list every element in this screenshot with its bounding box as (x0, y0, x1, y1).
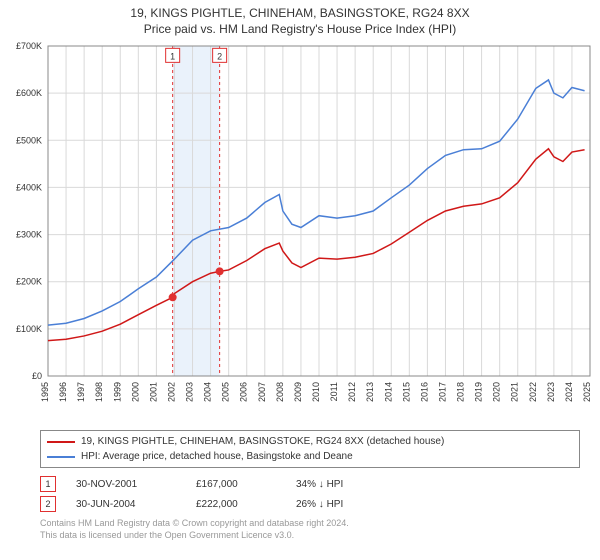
footnote-line2: This data is licensed under the Open Gov… (40, 530, 580, 542)
x-tick-label: 2024 (564, 382, 574, 402)
x-tick-label: 1999 (112, 382, 122, 402)
y-tick-label: £400K (16, 182, 42, 192)
legend-box: 19, KINGS PIGHTLE, CHINEHAM, BASINGSTOKE… (40, 430, 580, 468)
x-tick-label: 2012 (347, 382, 357, 402)
y-tick-label: £700K (16, 41, 42, 51)
event-delta: 34% ↓ HPI (296, 479, 376, 490)
x-tick-label: 1997 (76, 382, 86, 402)
title-line2: Price paid vs. HM Land Registry's House … (0, 22, 600, 36)
highlight-band (173, 46, 220, 376)
event-price: £222,000 (196, 499, 276, 510)
y-tick-label: £500K (16, 135, 42, 145)
event-delta: 26% ↓ HPI (296, 499, 376, 510)
event-price: £167,000 (196, 479, 276, 490)
chart-container: £0 £100K £200K £300K £400K £500K £600K £700K 199… (0, 36, 600, 426)
series-property (48, 149, 585, 341)
x-tick-label: 2015 (401, 382, 411, 402)
x-tick-label: 2014 (383, 382, 393, 402)
y-tick-label: £200K (16, 277, 42, 287)
footnote: Contains HM Land Registry data © Crown c… (40, 518, 580, 541)
series-hpi (48, 80, 585, 325)
event-row: 2 30-JUN-2004 £222,000 26% ↓ HPI (40, 494, 580, 514)
y-tick-label: £100K (16, 324, 42, 334)
title-area: 19, KINGS PIGHTLE, CHINEHAM, BASINGSTOKE… (0, 0, 600, 36)
x-tick-label: 1998 (94, 382, 104, 402)
x-tick-label: 2001 (148, 382, 158, 402)
x-tick-label: 1996 (58, 382, 68, 402)
x-tick-label: 2021 (510, 382, 520, 402)
x-tick-label: 2025 (582, 382, 592, 402)
x-tick-label: 2019 (474, 382, 484, 402)
event-row: 1 30-NOV-2001 £167,000 34% ↓ HPI (40, 474, 580, 494)
event-box-number: 1 (170, 51, 175, 61)
x-tick-label: 2005 (221, 382, 231, 402)
event-box-number: 2 (217, 51, 222, 61)
legend-row: HPI: Average price, detached house, Basi… (47, 449, 573, 464)
legend-text: HPI: Average price, detached house, Basi… (81, 449, 353, 464)
event-marker-box: 2 (40, 496, 56, 512)
x-tick-label: 2018 (456, 382, 466, 402)
price-chart: £0 £100K £200K £300K £400K £500K £600K £700K 199… (0, 36, 600, 426)
y-tick-label: £600K (16, 88, 42, 98)
x-tick-label: 2011 (329, 382, 339, 401)
x-tick-label: 2009 (293, 382, 303, 402)
footnote-line1: Contains HM Land Registry data © Crown c… (40, 518, 580, 530)
event-date: 30-NOV-2001 (76, 479, 176, 490)
x-tick-label: 2016 (419, 382, 429, 402)
title-line1: 19, KINGS PIGHTLE, CHINEHAM, BASINGSTOKE… (0, 6, 600, 20)
event-dot (216, 267, 224, 275)
x-tick-label: 2003 (185, 382, 195, 402)
y-tick-label: £0 (32, 371, 42, 381)
legend-swatch (47, 441, 75, 443)
x-tick-label: 2020 (492, 382, 502, 402)
x-tick-label: 2004 (203, 382, 213, 402)
event-dot (169, 293, 177, 301)
x-tick-label: 2022 (528, 382, 538, 402)
events-table: 1 30-NOV-2001 £167,000 34% ↓ HPI 2 30-JUN-200… (40, 474, 580, 514)
x-tick-label: 2008 (275, 382, 285, 402)
event-date: 30-JUN-2004 (76, 499, 176, 510)
legend-swatch (47, 456, 75, 458)
event-marker-box: 1 (40, 476, 56, 492)
x-tick-label: 2006 (239, 382, 249, 402)
x-tick-label: 1995 (40, 382, 50, 402)
x-tick-label: 2017 (437, 382, 447, 402)
x-tick-label: 2013 (365, 382, 375, 402)
x-tick-label: 2000 (130, 382, 140, 402)
x-tick-label: 2007 (257, 382, 267, 402)
legend-row: 19, KINGS PIGHTLE, CHINEHAM, BASINGSTOKE… (47, 434, 573, 449)
x-tick-label: 2010 (311, 382, 321, 402)
legend-text: 19, KINGS PIGHTLE, CHINEHAM, BASINGSTOKE… (81, 434, 444, 449)
y-tick-label: £300K (16, 230, 42, 240)
x-tick-label: 2023 (546, 382, 556, 402)
x-tick-label: 2002 (166, 382, 176, 402)
